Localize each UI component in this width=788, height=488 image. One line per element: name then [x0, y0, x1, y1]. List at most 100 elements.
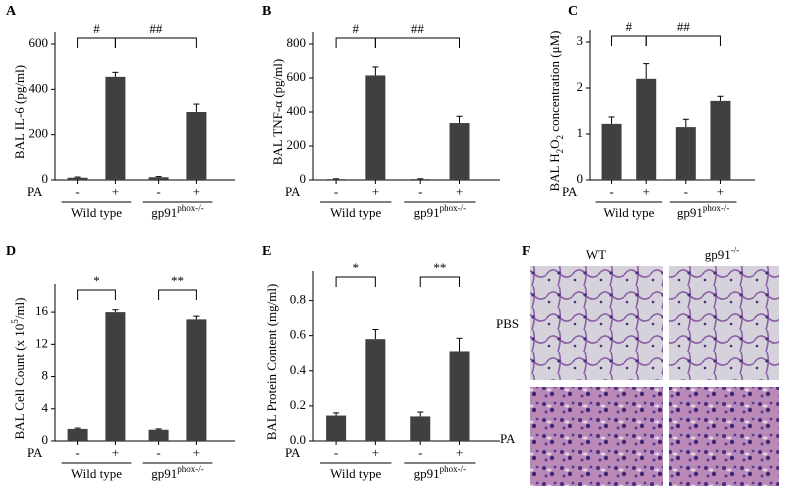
x-tick-label: - [684, 184, 688, 199]
bar [365, 75, 386, 180]
x-tick-label: - [75, 445, 79, 460]
group-label-part: Wild type [330, 205, 381, 220]
group-label: Wild type [71, 466, 122, 481]
column-label: gp91-/- [705, 245, 740, 262]
panel-letter: F [522, 244, 531, 259]
bar [326, 415, 347, 441]
bar [636, 78, 657, 180]
micrograph-ko-pa [669, 387, 779, 486]
x-tick-label: - [75, 184, 79, 199]
x-tick-label: + [193, 184, 200, 199]
column-label-part: WT [586, 247, 606, 262]
group-label-part: gp91 [151, 205, 177, 220]
bar [710, 100, 731, 180]
bar [365, 339, 386, 441]
group-label-part: gp91 [414, 205, 440, 220]
y-tick-label: 12 [35, 335, 48, 350]
column-label: WT [586, 247, 606, 262]
y-tick-label: 1 [577, 125, 584, 140]
bar [105, 312, 126, 441]
group-label-part: phox-/- [440, 203, 467, 213]
y-tick-label: 0.6 [290, 327, 307, 342]
y-tick-label: 16 [35, 303, 49, 318]
bar [148, 177, 169, 180]
panel-letter: D [6, 244, 16, 259]
y-tick-label: 0.0 [290, 432, 306, 447]
y-axis-label: BAL Cell Count (x 105/ml) [10, 298, 27, 440]
y-tick-label: 600 [29, 35, 49, 50]
x-tick-label: + [456, 445, 463, 460]
group-label: gp91phox-/- [414, 203, 467, 220]
x-tick-label: + [456, 184, 463, 199]
y-axis-label-part: BAL Cell Count (x 10 [12, 324, 27, 440]
x-tick-label: + [193, 445, 200, 460]
x-tick-label: - [156, 445, 160, 460]
significance-label: ** [171, 273, 184, 288]
x-tick-label: + [717, 184, 724, 199]
y-axis-label-part: BAL Protein Content (mg/ml) [264, 284, 279, 441]
significance-label: # [93, 21, 100, 36]
y-axis-label: BAL TNF-α (pg/ml) [270, 59, 285, 165]
y-tick-label: 400 [287, 103, 307, 118]
bar [186, 319, 207, 441]
y-tick-label: 0 [300, 171, 307, 186]
group-label-part: phox-/- [703, 203, 730, 213]
treatment-label: PA [27, 445, 43, 460]
bar [186, 112, 207, 180]
significance-bracket [645, 35, 721, 46]
y-tick-label: 200 [287, 137, 307, 152]
x-tick-label: + [372, 445, 379, 460]
y-tick-label: 0 [42, 432, 49, 447]
y-tick-label: 600 [287, 69, 307, 84]
significance-bracket [335, 37, 376, 48]
y-axis-label-part: /ml) [12, 298, 27, 320]
y-axis-label-part: 2 [555, 135, 565, 140]
group-label: gp91phox-/- [677, 203, 730, 220]
group-label: gp91phox-/- [414, 464, 467, 481]
group-label-part: gp91 [151, 466, 177, 481]
y-axis-label-part: 5 [10, 319, 20, 324]
group-label-part: Wild type [71, 205, 122, 220]
group-label-part: phox-/- [440, 464, 467, 474]
y-tick-label: 0 [42, 171, 49, 186]
row-label: PBS [496, 316, 519, 331]
y-axis-label-part: O [547, 139, 562, 148]
bar [675, 127, 696, 180]
y-tick-label: 200 [29, 126, 49, 141]
bar [105, 76, 126, 180]
significance-bracket [77, 37, 116, 48]
group-label: Wild type [71, 205, 122, 220]
bar [67, 428, 88, 441]
panel-letter: B [262, 4, 271, 19]
group-label-part: gp91 [414, 466, 440, 481]
y-axis-label-part: concentration (μM) [547, 31, 562, 135]
x-tick-label: + [112, 184, 119, 199]
group-label-part: gp91 [677, 205, 703, 220]
y-tick-label: 8 [42, 368, 49, 383]
significance-label: * [352, 260, 359, 275]
y-axis-label-part: BAL TNF-α (pg/ml) [270, 59, 285, 165]
significance-bracket [611, 35, 647, 46]
significance-label: # [626, 19, 633, 34]
micrograph-wt-pbs [530, 266, 663, 380]
treatment-label: PA [285, 445, 301, 460]
significance-label: ## [149, 21, 163, 36]
significance-bracket [419, 276, 461, 287]
significance-label: * [93, 273, 100, 288]
y-tick-label: 400 [29, 80, 49, 95]
significance-label: ** [433, 260, 446, 275]
group-label: gp91phox-/- [151, 464, 204, 481]
group-label: Wild type [330, 205, 381, 220]
panel-letter: A [6, 4, 17, 19]
micrograph-wt-pa [530, 387, 663, 486]
y-tick-label: 0 [577, 171, 584, 186]
treatment-label: PA [285, 184, 301, 199]
significance-label: # [352, 21, 359, 36]
y-tick-label: 2 [577, 79, 584, 94]
y-axis-label: BAL Protein Content (mg/ml) [264, 284, 279, 441]
micrograph-ko-pbs [669, 266, 779, 380]
significance-bracket [114, 37, 197, 48]
bar [67, 177, 88, 180]
significance-bracket [374, 37, 461, 48]
